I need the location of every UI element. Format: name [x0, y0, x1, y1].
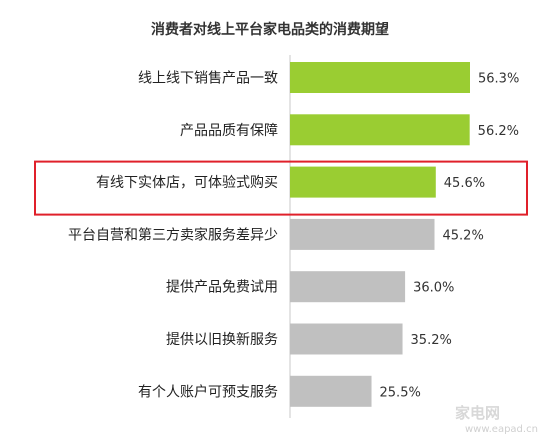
watermark-brand: 家电网 [455, 404, 500, 422]
bar-1 [290, 62, 470, 93]
value-label-4: 45.2% [443, 228, 484, 243]
bars-group: 线上线下销售产品一致 56.3% 产品品质有保障 56.2% 有线下实体店，可体验式购买… [68, 62, 519, 407]
category-label-5: 提供产品免费试用 [166, 280, 278, 296]
category-label-2: 产品品质有保障 [180, 123, 278, 139]
bar-4 [290, 218, 435, 250]
watermark: 家电网 www.eapad.cn [455, 404, 538, 435]
watermark-url: www.eapad.cn [465, 424, 538, 435]
category-label-1: 线上线下销售产品一致 [138, 71, 278, 87]
value-label-5: 36.0% [413, 281, 454, 296]
highlight-box [34, 160, 528, 216]
value-label-7: 25.5% [380, 385, 421, 400]
value-label-2: 56.2% [478, 124, 519, 139]
bar-2 [290, 114, 470, 146]
value-label-6: 35.2% [411, 333, 452, 348]
value-label-3: 45.6% [444, 176, 485, 191]
bar-5 [290, 271, 406, 303]
category-label-4: 平台自营和第三方卖家服务差异少 [68, 226, 278, 243]
category-label-6: 提供以旧换新服务 [166, 331, 278, 348]
category-label-7: 有个人账户可预支服务 [138, 383, 278, 400]
category-label-3: 有线下实体店，可体验式购买 [96, 175, 278, 191]
bar-6 [290, 323, 403, 355]
chart-title: 消费者对线上平台家电品类的消费期望 [151, 21, 389, 38]
bar-3 [290, 166, 436, 198]
value-label-1: 56.3% [478, 72, 519, 87]
bar-7 [290, 375, 372, 407]
